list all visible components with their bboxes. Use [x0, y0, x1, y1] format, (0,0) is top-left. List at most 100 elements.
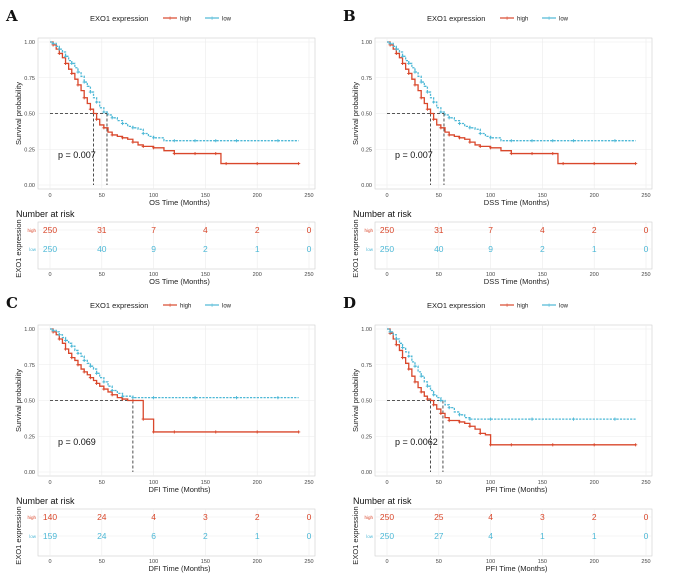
censor-mark-low [468, 417, 472, 421]
y-tick-label: 0.25 [24, 434, 35, 440]
censor-mark-high [214, 430, 218, 434]
risk-table-area [374, 221, 653, 270]
y-axis-title: Survival probability [14, 82, 23, 145]
risk-x-tick-label: 250 [641, 272, 650, 278]
censor-mark-high [76, 363, 80, 367]
survival-curve-low [387, 41, 636, 142]
legend-label-low: low [222, 17, 232, 23]
risk-x-tick-label: 0 [385, 559, 388, 565]
censor-mark-high [214, 151, 218, 156]
censor-mark-low [447, 116, 451, 120]
x-tick-label: 100 [486, 480, 495, 486]
risk-table-title: Number at risk [353, 496, 412, 506]
censor-mark-high [447, 133, 451, 137]
risk-x-tick-label: 100 [486, 272, 495, 278]
censor-mark-low [131, 396, 135, 400]
risk-x-tick-label: 200 [590, 272, 599, 278]
legend-title: EXO1 expression [90, 14, 148, 23]
risk-table-title: Number at risk [353, 209, 412, 219]
risk-x-tick-label: 150 [201, 559, 210, 565]
risk-value-low: 250 [380, 244, 394, 254]
censor-mark-low [551, 139, 555, 143]
x-axis-title: PFI Time (Months) [486, 485, 548, 494]
censor-mark-low [57, 47, 61, 51]
risk-x-tick-label: 200 [590, 559, 599, 565]
censor-mark-high [70, 71, 74, 76]
censor-mark-high [489, 443, 493, 447]
censor-mark-high [468, 140, 472, 144]
risk-value-high: 0 [644, 512, 649, 522]
censor-mark-high [120, 397, 125, 401]
risk-value-high: 250 [380, 225, 394, 235]
censor-mark-high [131, 140, 135, 144]
censor-mark-high [63, 61, 68, 66]
y-tick-label: 0.00 [24, 470, 35, 476]
censor-mark-low [141, 131, 145, 136]
censor-mark-low [419, 374, 423, 378]
censor-mark-low [172, 139, 176, 143]
censor-mark-low [63, 338, 68, 343]
risk-x-tick-label: 150 [201, 272, 210, 278]
x-tick-label: 50 [436, 193, 442, 199]
censor-mark-high [57, 337, 61, 341]
y-tick-label: 0.50 [361, 399, 372, 405]
censor-mark-low [457, 413, 462, 417]
censor-mark-high [394, 343, 398, 347]
risk-value-high: 3 [540, 512, 545, 522]
risk-value-low: 9 [151, 244, 156, 254]
risk-x-tick-label: 50 [99, 272, 105, 278]
p-value: p = 0.007 [395, 150, 433, 160]
censor-mark-high [394, 51, 398, 56]
y-tick-label: 0.75 [361, 363, 372, 369]
risk-value-high: 31 [434, 225, 444, 235]
survival-curve-low [50, 41, 299, 142]
risk-x-tick-label: 250 [304, 272, 313, 278]
censor-mark-high [193, 151, 197, 156]
x-tick-label: 0 [48, 193, 51, 199]
risk-value-high: 2 [592, 512, 597, 522]
censor-mark-high [413, 380, 417, 384]
risk-value-low: 2 [203, 244, 208, 254]
risk-x-tick-label: 150 [538, 559, 547, 565]
censor-mark-low [88, 90, 93, 94]
risk-value-low: 40 [97, 244, 107, 254]
censor-mark-low [70, 61, 74, 66]
censor-mark-high [297, 430, 301, 434]
risk-x-tick-label: 250 [641, 559, 650, 565]
legend-title: EXO1 expression [427, 301, 485, 310]
censor-mark-low [400, 54, 405, 58]
censor-mark-high [152, 146, 156, 150]
x-tick-label: 150 [201, 480, 210, 486]
censor-mark-low [571, 139, 576, 143]
risk-y-axis-title: EXO1 expression [351, 219, 360, 277]
risk-x-tick-label: 250 [304, 559, 313, 565]
censor-mark-low [76, 351, 80, 355]
risk-x-tick-label: 50 [436, 559, 442, 565]
strata-label-low: low [29, 247, 37, 252]
censor-mark-low [152, 396, 156, 400]
strata-label-low: low [366, 247, 374, 252]
survival-curve-low [387, 328, 636, 420]
censor-mark-low [478, 131, 482, 136]
legend-key-marker-low: + [547, 16, 551, 23]
y-tick-label: 0.50 [24, 112, 35, 118]
censor-mark-low [214, 139, 218, 143]
censor-mark-high [447, 418, 451, 423]
censor-mark-high [110, 393, 114, 397]
x-tick-label: 250 [304, 193, 313, 199]
censor-mark-low [63, 54, 68, 58]
risk-value-low: 40 [434, 244, 444, 254]
censor-mark-low [102, 110, 106, 114]
risk-value-low: 1 [592, 244, 597, 254]
strata-label-high: high [27, 515, 36, 520]
panel-a: A EXO1 expression + high + low 0.00 0.25 0.50 0.7… [5, 7, 316, 286]
legend-label-high: high [517, 17, 528, 23]
censor-mark-high [141, 417, 145, 421]
censor-mark-high [400, 356, 405, 360]
censor-mark-low [489, 417, 493, 421]
legend-key-marker-high: + [168, 303, 172, 310]
panel-b: B EXO1 expression + high + low 0.00 0.25 0.50 0.7… [343, 7, 653, 286]
risk-value-high: 2 [255, 225, 260, 235]
x-axis-title: OS Time (Months) [149, 198, 210, 207]
risk-y-axis-title: EXO1 expression [14, 506, 23, 564]
